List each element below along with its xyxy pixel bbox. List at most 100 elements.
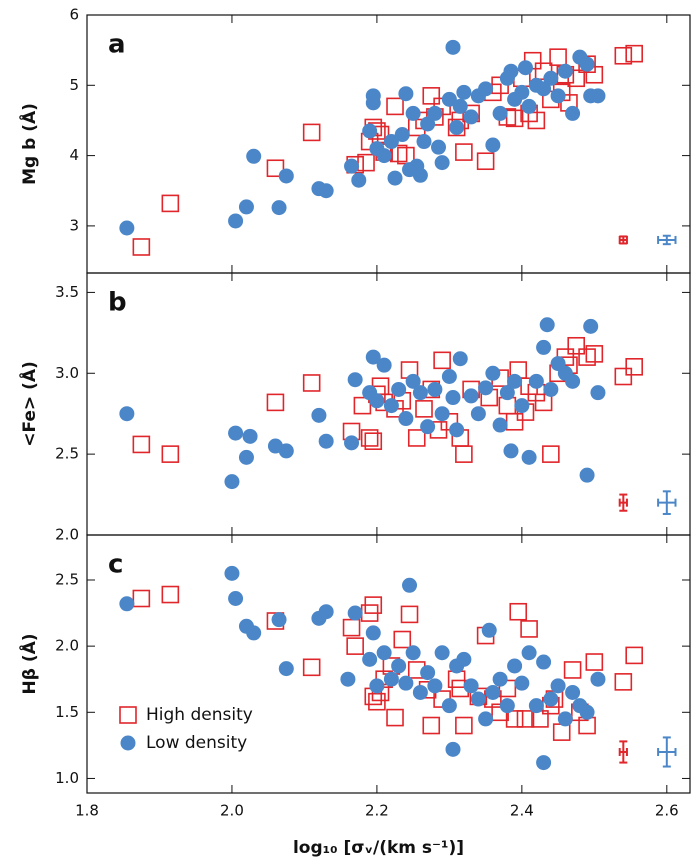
data-point	[514, 675, 530, 691]
data-point	[402, 577, 418, 593]
data-point	[398, 411, 414, 427]
data-point	[228, 591, 244, 607]
data-point	[447, 670, 466, 689]
data-point	[387, 170, 403, 186]
y-tick-label: 2.0	[55, 637, 79, 655]
data-point	[422, 87, 441, 105]
data-point	[625, 646, 643, 665]
data-point	[614, 367, 633, 386]
data-point	[455, 716, 473, 735]
y-tick-label: 3	[69, 216, 79, 234]
data-point	[383, 134, 399, 150]
data-point	[536, 755, 552, 771]
data-point	[499, 385, 515, 401]
data-point	[509, 602, 528, 621]
data-point	[543, 70, 559, 86]
data-point	[365, 625, 381, 641]
data-point	[521, 645, 537, 661]
y-axis-label: Mg b (Å)	[17, 103, 40, 185]
data-point	[119, 220, 135, 236]
data-point	[238, 449, 254, 465]
data-point	[278, 443, 294, 459]
data-point	[132, 238, 151, 256]
data-point	[536, 654, 552, 670]
data-point	[528, 698, 544, 714]
data-point	[565, 684, 581, 700]
data-point	[452, 351, 468, 367]
data-point	[449, 119, 465, 135]
data-point	[365, 88, 381, 104]
data-point	[543, 381, 559, 397]
data-point	[527, 111, 546, 130]
legend-marker	[119, 706, 137, 724]
y-tick-label: 6	[69, 6, 79, 24]
data-point	[505, 412, 524, 431]
panel-label: c	[108, 550, 123, 580]
data-point	[412, 167, 428, 183]
data-point	[412, 684, 428, 700]
data-point	[362, 123, 378, 139]
data-point	[441, 369, 457, 385]
data-point	[470, 691, 486, 707]
data-point	[492, 105, 508, 121]
data-point	[405, 105, 421, 121]
y-tick-label: 1.5	[55, 703, 79, 721]
data-point	[567, 336, 586, 355]
data-point	[376, 357, 392, 373]
data-point	[278, 168, 294, 184]
data-point	[224, 474, 240, 490]
data-point	[340, 671, 356, 687]
data-point	[346, 637, 364, 655]
data-point	[456, 84, 472, 100]
data-point	[318, 604, 334, 620]
data-point	[246, 625, 262, 641]
data-point	[434, 406, 450, 422]
data-point	[463, 678, 479, 694]
data-point	[347, 372, 363, 388]
data-point	[427, 381, 443, 397]
data-point	[492, 671, 508, 687]
data-point	[302, 658, 321, 677]
data-point	[476, 152, 495, 171]
data-point	[405, 645, 421, 661]
data-point	[364, 432, 383, 450]
data-point	[539, 317, 555, 333]
data-point	[485, 365, 501, 381]
data-point	[353, 396, 372, 415]
data-point	[278, 661, 294, 677]
data-point	[228, 425, 244, 441]
data-point	[398, 675, 414, 691]
data-point	[463, 109, 479, 125]
data-point	[311, 407, 327, 423]
y-tick-label: 3.5	[55, 283, 79, 301]
data-point	[441, 91, 457, 107]
data-point	[447, 118, 466, 137]
data-point	[514, 398, 530, 414]
data-point	[364, 596, 383, 614]
data-point	[550, 88, 566, 104]
data-point	[579, 467, 595, 483]
y-tick-label: 2.0	[55, 526, 79, 544]
data-point	[393, 630, 412, 649]
x-tick-label: 2.6	[655, 802, 679, 820]
data-point	[427, 678, 443, 694]
data-point	[625, 44, 643, 63]
data-point	[415, 400, 433, 418]
data-point	[369, 393, 385, 409]
data-point	[407, 429, 426, 447]
data-point	[376, 148, 392, 164]
data-point	[563, 661, 582, 679]
data-point	[224, 565, 240, 581]
data-point	[383, 671, 399, 687]
data-point	[565, 105, 581, 121]
data-point	[161, 445, 180, 463]
data-point	[412, 385, 428, 401]
data-point	[521, 449, 537, 465]
data-point	[590, 88, 606, 104]
data-point	[552, 723, 571, 741]
data-point	[485, 684, 501, 700]
data-point	[434, 645, 450, 661]
data-point	[455, 143, 473, 161]
data-point	[585, 345, 604, 363]
